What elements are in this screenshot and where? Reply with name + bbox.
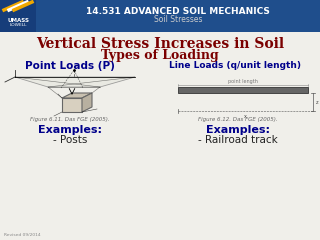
Text: LOWELL: LOWELL — [9, 23, 27, 27]
Text: Examples:: Examples: — [38, 125, 102, 135]
Polygon shape — [62, 93, 92, 98]
Text: Line Loads (q/unit length): Line Loads (q/unit length) — [169, 61, 301, 71]
Text: - Railroad track: - Railroad track — [198, 135, 278, 145]
Text: Figure 6.12. Das FGE (2005).: Figure 6.12. Das FGE (2005). — [198, 118, 278, 122]
Text: point length: point length — [228, 79, 258, 84]
Text: Soil Stresses: Soil Stresses — [154, 16, 202, 24]
Text: Revised 09/2014: Revised 09/2014 — [4, 233, 41, 237]
Text: Examples:: Examples: — [206, 125, 270, 135]
Text: 14.531 ADVANCED SOIL MECHANICS: 14.531 ADVANCED SOIL MECHANICS — [86, 7, 270, 17]
Polygon shape — [15, 77, 135, 87]
Bar — [62, 98, 82, 112]
Text: Figure 6.11. Das FGE (2005).: Figure 6.11. Das FGE (2005). — [30, 118, 110, 122]
Text: x: x — [244, 114, 247, 119]
Text: UMASS: UMASS — [7, 18, 29, 23]
Text: Types of Loading: Types of Loading — [101, 48, 219, 61]
Bar — [178, 87, 308, 93]
Text: Point Loads (P): Point Loads (P) — [25, 61, 115, 71]
Polygon shape — [82, 93, 92, 112]
Bar — [0, 0, 320, 32]
Text: z: z — [316, 100, 319, 104]
Bar — [0, 0, 36, 32]
Text: - Posts: - Posts — [53, 135, 87, 145]
Text: Vertical Stress Increases in Soil: Vertical Stress Increases in Soil — [36, 37, 284, 51]
